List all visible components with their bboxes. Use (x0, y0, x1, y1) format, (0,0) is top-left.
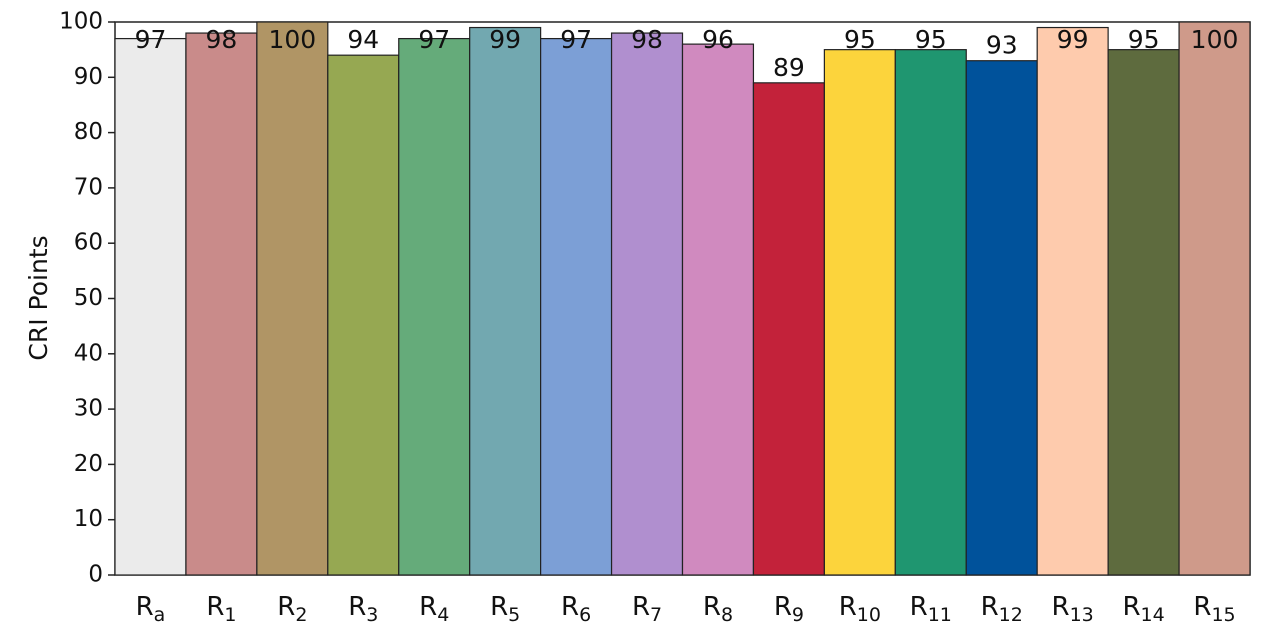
value-label: 98 (631, 25, 663, 54)
x-tick-label: Ra (136, 592, 166, 626)
x-tick-label: R1 (206, 592, 236, 626)
value-label: 95 (915, 25, 947, 54)
bar (610, 32, 684, 576)
value-label: 96 (702, 25, 734, 54)
value-label: 94 (347, 25, 379, 54)
y-tick-label: 20 (74, 451, 103, 477)
x-tick-label: R9 (774, 592, 804, 626)
value-label: 98 (206, 25, 238, 54)
x-tick-label: R7 (632, 592, 662, 626)
value-label: 100 (268, 25, 316, 54)
x-tick-label: R2 (277, 592, 307, 626)
x-tick-label: R11 (910, 592, 952, 626)
bar (681, 43, 755, 576)
y-tick-label: 60 (74, 230, 103, 256)
value-label: 95 (1128, 25, 1160, 54)
x-tick-label: R8 (703, 592, 733, 626)
value-label: 97 (560, 25, 592, 54)
x-tick-label: R6 (561, 592, 591, 626)
bar (256, 21, 329, 576)
value-label: 89 (773, 53, 805, 82)
bar (823, 49, 896, 576)
x-tick-label: R4 (419, 592, 449, 626)
x-tick-label: R12 (981, 592, 1023, 626)
y-tick-label: 70 (74, 174, 103, 200)
x-tick-label: R14 (1122, 592, 1164, 626)
bar (540, 37, 613, 576)
bar (1178, 21, 1251, 576)
x-tick-label: R15 (1193, 592, 1235, 626)
x-tick-label: R10 (839, 592, 881, 626)
bar (752, 82, 825, 576)
y-tick-label: 100 (59, 9, 103, 35)
x-tick-label: R13 (1052, 592, 1094, 626)
y-tick-label: 40 (74, 340, 103, 366)
value-label: 99 (489, 25, 521, 54)
x-tick-label: R5 (490, 592, 520, 626)
bar (894, 49, 967, 576)
bar (398, 37, 471, 576)
y-tick-label: 30 (74, 396, 103, 422)
y-tick-label: 50 (74, 285, 103, 311)
x-tick-label: R3 (348, 592, 378, 626)
bar (1036, 26, 1109, 576)
value-label: 97 (418, 25, 450, 54)
bar (114, 37, 187, 576)
y-tick-label: 80 (74, 119, 103, 145)
bar (469, 26, 542, 576)
y-axis-label: CRI Points (24, 235, 53, 360)
y-tick-label: 90 (74, 64, 103, 90)
y-tick-label: 0 (88, 562, 103, 588)
value-label: 100 (1191, 25, 1239, 54)
value-label: 99 (1057, 25, 1089, 54)
value-label: 95 (844, 25, 876, 54)
value-label: 93 (986, 31, 1018, 60)
y-tick-label: 10 (74, 506, 103, 532)
bar (965, 60, 1038, 576)
bar (327, 54, 400, 576)
bar (1107, 49, 1180, 576)
bar (185, 32, 258, 576)
value-label: 97 (135, 25, 167, 54)
